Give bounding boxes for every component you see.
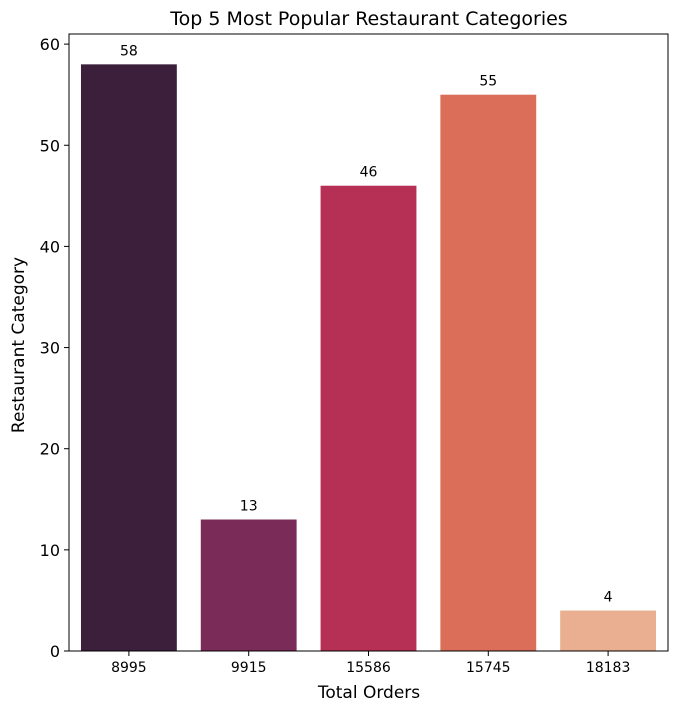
data-label: 58 bbox=[120, 43, 138, 59]
bar bbox=[440, 94, 537, 651]
data-label: 4 bbox=[604, 590, 613, 606]
x-tick-label: 18183 bbox=[586, 660, 631, 676]
x-tick-label: 15586 bbox=[346, 660, 391, 676]
data-label: 46 bbox=[360, 165, 378, 181]
y-tick-label: 20 bbox=[40, 440, 60, 459]
bar bbox=[80, 64, 177, 652]
y-tick-label: 50 bbox=[40, 136, 60, 155]
y-tick-label: 30 bbox=[40, 339, 60, 358]
chart-title: Top 5 Most Popular Restaurant Categories bbox=[169, 8, 567, 30]
data-label: 55 bbox=[479, 74, 497, 90]
bar bbox=[320, 185, 417, 651]
bar bbox=[560, 610, 657, 651]
y-tick-label: 60 bbox=[40, 35, 60, 54]
y-axis-label: Restaurant Category bbox=[9, 257, 29, 433]
y-tick-label: 10 bbox=[40, 541, 60, 560]
data-label: 13 bbox=[240, 499, 258, 515]
bar bbox=[200, 519, 297, 651]
x-tick-label: 9915 bbox=[231, 660, 267, 676]
axes-frame bbox=[68, 33, 669, 652]
x-axis-label: Total Orders bbox=[317, 683, 420, 703]
y-tick-label: 40 bbox=[40, 237, 60, 256]
y-tick-label: 0 bbox=[50, 642, 60, 661]
x-tick-label: 15745 bbox=[466, 660, 511, 676]
plot-area: 58 8995 13 9915 46 15586 55 15745 4 18183 0 10 20 30 4… bbox=[40, 33, 669, 676]
x-tick-label: 8995 bbox=[111, 660, 147, 676]
